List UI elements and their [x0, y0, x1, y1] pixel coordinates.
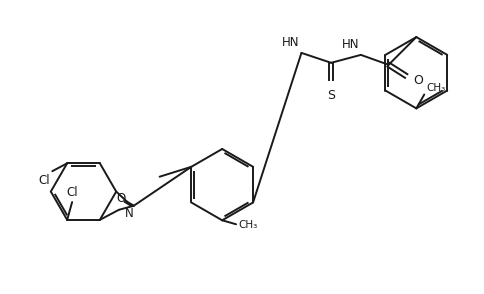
Text: O: O: [413, 74, 423, 87]
Text: S: S: [327, 88, 335, 101]
Text: N: N: [124, 207, 133, 220]
Text: CH₃: CH₃: [426, 83, 445, 93]
Text: O: O: [116, 192, 125, 205]
Text: HN: HN: [341, 38, 359, 51]
Text: CH₃: CH₃: [238, 220, 257, 230]
Text: Cl: Cl: [39, 174, 50, 187]
Text: HN: HN: [282, 36, 300, 49]
Text: Cl: Cl: [66, 186, 78, 199]
